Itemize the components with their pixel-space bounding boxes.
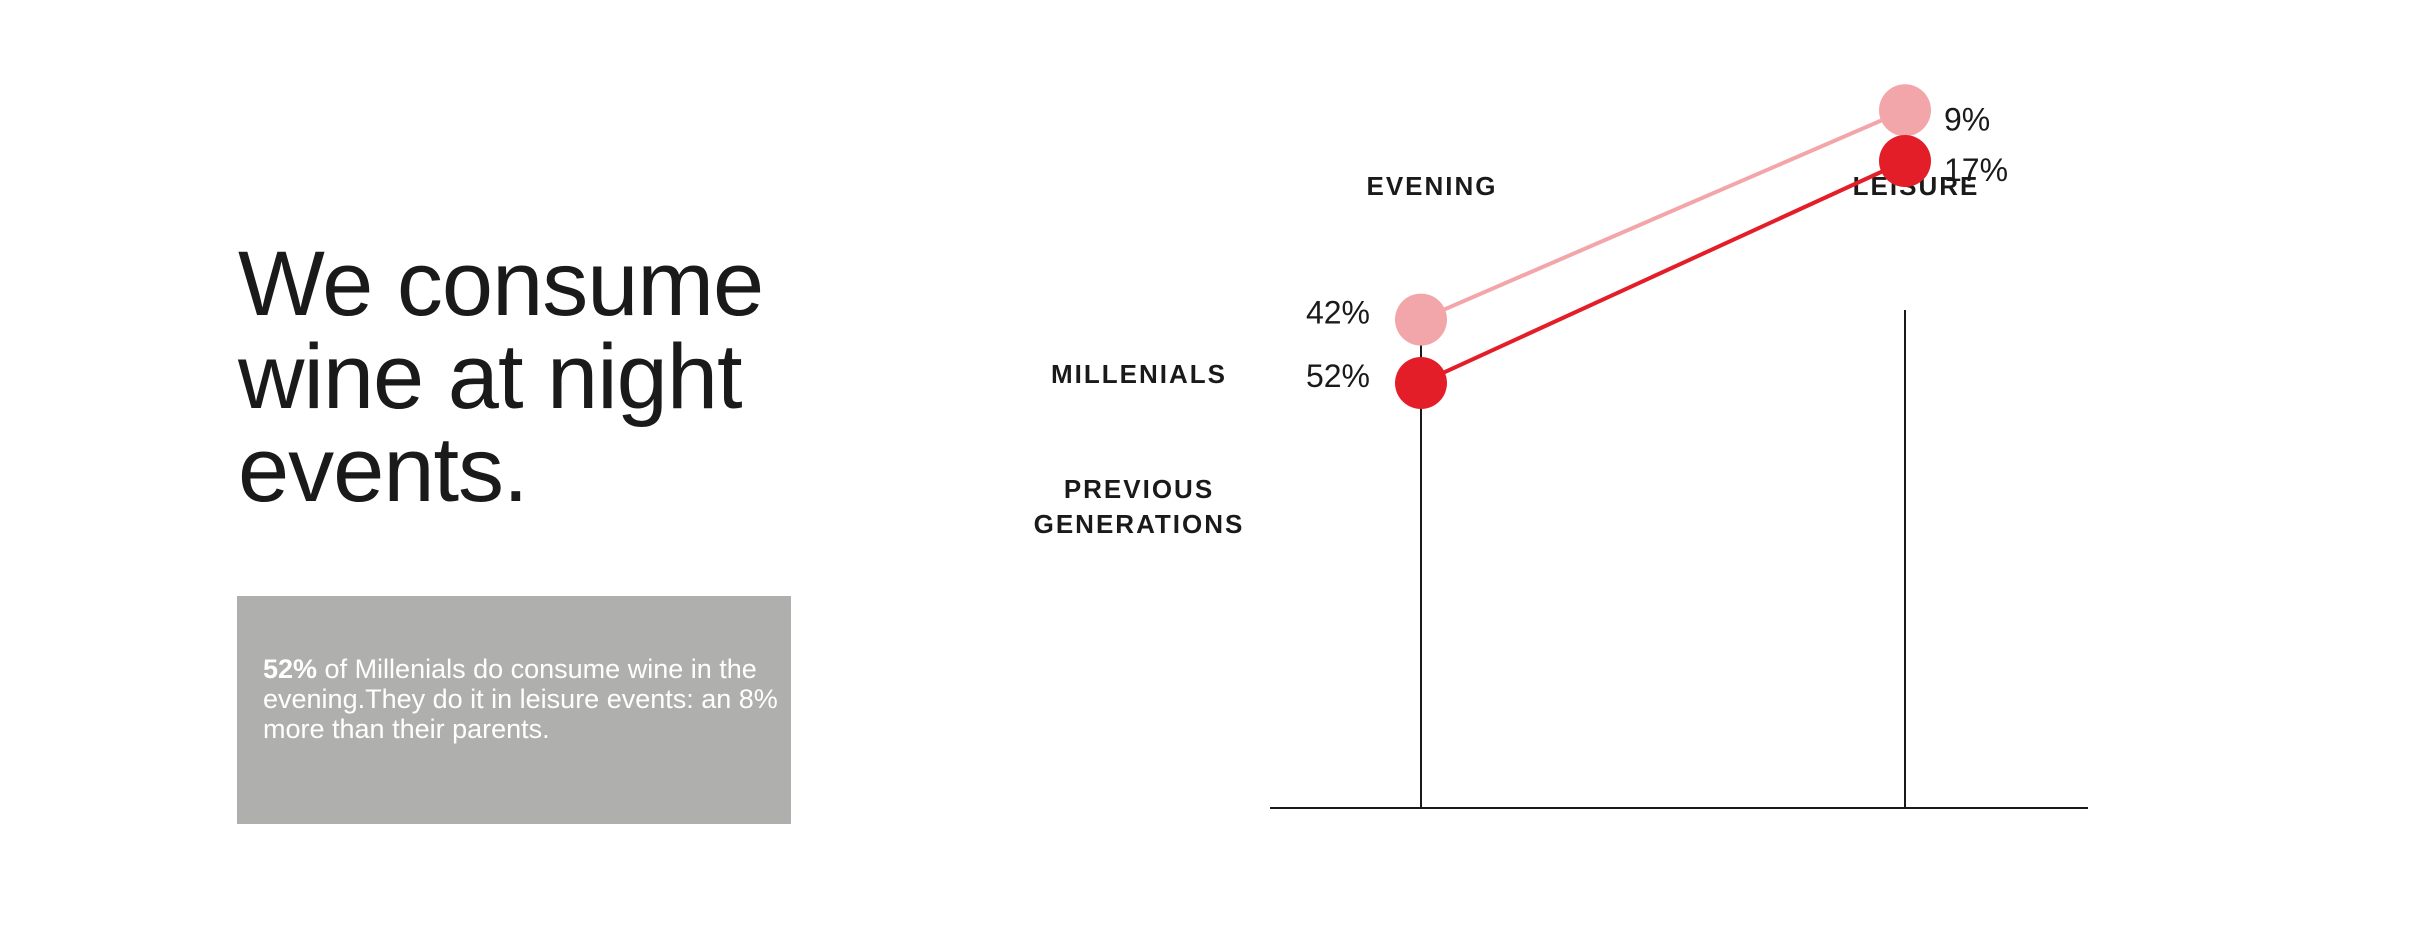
headline-line: events.	[238, 419, 529, 521]
note-text: 52% of Millenials do consume wine in the…	[263, 654, 783, 744]
headline-line: wine at night	[238, 326, 743, 428]
data-label: 52%	[1306, 358, 1370, 394]
headline: We consume wine at night events.	[238, 238, 858, 517]
series-line	[1420, 159, 1906, 385]
data-label: 9%	[1944, 101, 1990, 137]
series-label: MILLENIALS	[1051, 359, 1227, 389]
data-point	[1879, 135, 1931, 187]
data-point	[1395, 357, 1447, 409]
headline-line: We consume	[238, 233, 764, 335]
category-label: EVENING	[1366, 171, 1497, 201]
series-label: PREVIOUS	[1064, 474, 1214, 504]
note-box: 52% of Millenials do consume wine in the…	[237, 596, 791, 824]
data-point	[1395, 293, 1447, 346]
data-label: 17%	[1944, 152, 2008, 188]
note-body: of Millenials do consume wine in the eve…	[263, 654, 778, 744]
series-label: GENERATIONS	[1034, 509, 1245, 539]
data-point	[1879, 84, 1931, 137]
data-label: 42%	[1306, 295, 1370, 331]
series-line	[1420, 108, 1906, 322]
note-highlight: 52%	[263, 654, 318, 684]
